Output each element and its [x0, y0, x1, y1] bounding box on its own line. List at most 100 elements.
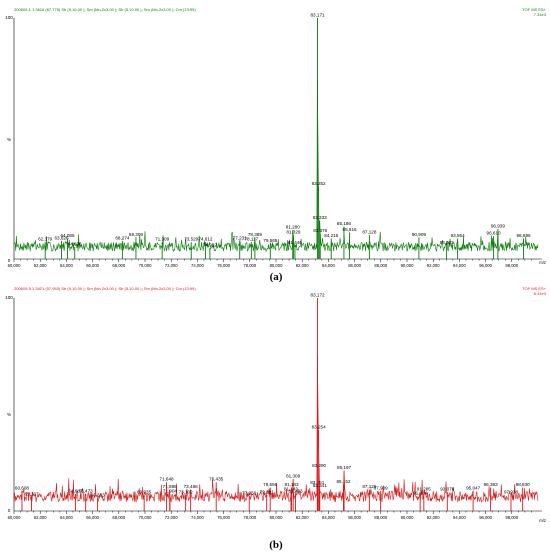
peak-label: 84,216 — [324, 233, 338, 238]
x-tick-label: 88,000 — [374, 263, 387, 268]
panel-b-plot-area: 60,000 62,000 64,000 66,000 68,000 70,000 72,0… — [8, 293, 542, 520]
x-tick-label: 80,000 — [270, 263, 283, 268]
x-tick-label: 66,000 — [86, 515, 99, 520]
peak-label: 75,435 — [209, 477, 223, 482]
x-tick-label: 72,000 — [165, 515, 178, 520]
peak-label: 83,376 — [313, 228, 327, 233]
peak-label: 71,885 — [163, 484, 177, 489]
peak-label: 73,529 — [184, 237, 198, 242]
peak-label: 96,939 — [491, 223, 505, 228]
peak-label: 66,383 — [91, 493, 105, 498]
peak-label: 85,616 — [343, 227, 357, 232]
x-tick-label: 78,000 — [243, 515, 256, 520]
panel-b-intensity: 6.41e3 — [534, 291, 547, 296]
x-tick-label: 94,000 — [453, 263, 466, 268]
x-tick-label: 72,000 — [165, 263, 178, 268]
peak-label: 90,909 — [412, 232, 426, 237]
peak-label: 61,337 — [24, 492, 38, 497]
panel-b-header-right: TOF MS ES+ — [522, 286, 546, 291]
panel-a-header-right: TOF MS ES+ — [522, 7, 546, 12]
peak-label: 83,171 — [311, 13, 325, 18]
peak-label: 91,285 — [417, 486, 431, 491]
x-tick-label: 68,000 — [112, 263, 125, 268]
x-tick-label: 60,000 — [8, 515, 21, 520]
peak-label: 96,610 — [487, 231, 501, 236]
x-tick-label: 88,000 — [374, 515, 387, 520]
x-tick-label: 82,000 — [296, 263, 309, 268]
panel-a-xlabel: m/z — [539, 260, 546, 265]
panel-a-intensity: 7.31e3 — [534, 12, 547, 17]
panel-a-ylabel: % — [7, 137, 11, 142]
peak-label: 62,379 — [38, 237, 52, 242]
x-tick-label: 74,000 — [191, 263, 204, 268]
x-tick-label: 74,000 — [191, 515, 204, 520]
x-tick-label: 86,000 — [348, 263, 361, 268]
x-tick-label: 62,000 — [34, 263, 47, 268]
x-tick-label: 94,000 — [453, 515, 466, 520]
peak-label: 73,486 — [184, 484, 198, 489]
x-tick-label: 82,000 — [296, 515, 309, 520]
peak-label: 83,254 — [312, 425, 326, 430]
x-tick-label: 84,000 — [322, 263, 335, 268]
x-tick-label: 66,000 — [86, 263, 99, 268]
peak-label: 85,197 — [337, 465, 351, 470]
panel-b-ytick-100: 100 — [5, 295, 13, 300]
peak-label: 78,117 — [244, 237, 258, 242]
x-tick-label: 64,000 — [60, 263, 73, 268]
x-tick-label: 92,000 — [427, 515, 440, 520]
peak-label: 69,935 — [137, 490, 151, 495]
peak-label: 95,047 — [466, 485, 480, 490]
peak-label: 77,231 — [233, 235, 247, 240]
x-tick-label: 76,000 — [217, 515, 230, 520]
peak-label: 78,389 — [248, 232, 262, 237]
peak-label: 71,309 — [155, 237, 169, 242]
peak-label: 83,333 — [313, 215, 327, 220]
peak-label: 73,102 — [179, 490, 193, 495]
peak-label: 74,612 — [198, 237, 212, 242]
x-tick-label: 80,000 — [270, 515, 283, 520]
peak-label: 68,274 — [115, 235, 129, 240]
panel-a-label: (a) — [270, 271, 283, 283]
peak-label: 69,309 — [129, 232, 143, 237]
peak-label: 79,556 — [263, 482, 277, 487]
x-tick-label: 96,000 — [479, 515, 492, 520]
peak-label: 71,904 — [163, 488, 177, 493]
peak-label: 98,830 — [516, 482, 530, 487]
panel-b-label: (b) — [269, 539, 283, 551]
peak-label: 87,128 — [362, 229, 376, 234]
x-tick-label: 84,000 — [322, 515, 335, 520]
panel-b-xlabel: m/z — [539, 518, 546, 523]
panel-a-header-left: 200609-1 1 3616 (67.775) Sb (5,10.00 ); … — [14, 7, 196, 12]
peak-label: 77,956 — [242, 491, 256, 496]
peak-label: 71,648 — [160, 477, 174, 482]
x-tick-label: 90,000 — [401, 515, 414, 520]
peak-label: 79,291 — [260, 490, 274, 495]
peak-label: 81,280 — [286, 225, 300, 230]
x-tick-label: 92,000 — [427, 263, 440, 268]
x-tick-label: 68,000 — [112, 515, 125, 520]
x-tick-label: 64,000 — [60, 515, 73, 520]
x-tick-label: 70,000 — [139, 515, 152, 520]
peak-label: 81,446 — [288, 240, 302, 245]
peak-label: 64,636 — [68, 241, 82, 246]
peak-label: 83,252 — [312, 181, 326, 186]
peak-label: 81,183 — [284, 482, 298, 487]
spectrum-panel-a: 200609-1 1 3616 (67.775) Sb (5,10.00 ); … — [5, 7, 547, 283]
panel-b-header-left: 200609-5 1 3421 (57.953) Sb (5,10.00 ); … — [14, 286, 196, 291]
x-tick-label: 70,000 — [139, 263, 152, 268]
x-tick-label: 62,000 — [34, 515, 47, 520]
peak-label: 83,172 — [311, 293, 325, 298]
x-tick-label: 96,000 — [479, 263, 492, 268]
peak-label: 85,186 — [337, 221, 351, 226]
x-tick-label: 76,000 — [217, 263, 230, 268]
peak-label: 93,076 — [440, 486, 454, 491]
x-tick-label: 86,000 — [348, 515, 361, 520]
x-tick-label: 98,000 — [505, 263, 518, 268]
peak-label: 81,329 — [286, 229, 300, 234]
spectrum-trace — [13, 80, 539, 253]
panel-a-ytick-0: 0 — [8, 258, 11, 263]
peak-label: 81,493 — [289, 488, 303, 493]
panel-a-ytick-100: 100 — [5, 15, 13, 20]
peak-label: 87,989 — [374, 485, 388, 490]
